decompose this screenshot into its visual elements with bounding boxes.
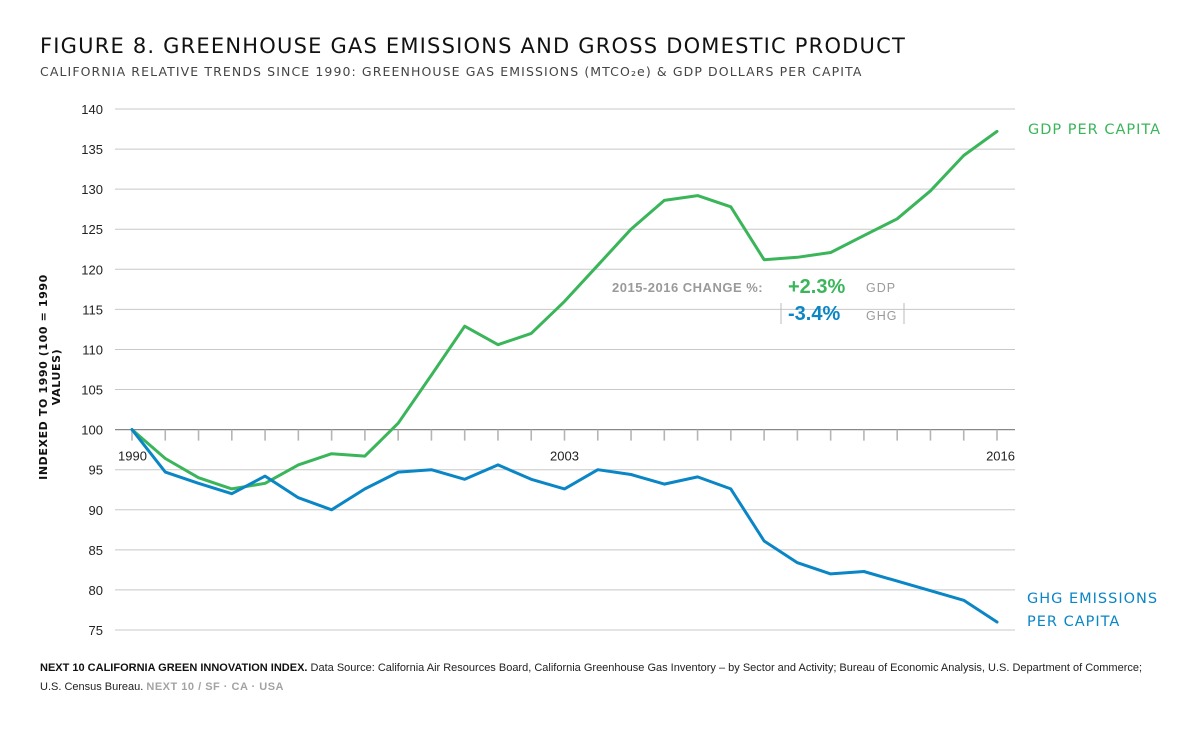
x-tick-label: 1990 xyxy=(118,449,147,464)
y-tick-label: 115 xyxy=(82,302,103,317)
annotation-ghg-tag: GHG xyxy=(866,309,897,323)
y-tick-label: 135 xyxy=(81,142,103,157)
y-tick-label: 100 xyxy=(81,423,103,438)
grid-lines xyxy=(115,108,1015,631)
annotation-gdp-change: +2.3% xyxy=(788,276,845,298)
annotation-gdp-tag: GDP xyxy=(866,281,896,295)
y-tick-label: 120 xyxy=(81,262,103,277)
ghg-series-label-line1: GHG EMISSIONS xyxy=(1027,591,1159,607)
gdp-series-line xyxy=(130,129,999,491)
annotation-ghg-change: -3.4% xyxy=(788,303,840,325)
chart-title: FIGURE 8. GREENHOUSE GAS EMISSIONS AND G… xyxy=(40,34,907,58)
gdp-series-label: GDP PER CAPITA xyxy=(1028,122,1162,138)
footer-brand: NEXT 10 / SF · CA · USA xyxy=(146,681,284,693)
y-tick-label: 110 xyxy=(82,342,103,357)
y-tick-label: 140 xyxy=(81,102,103,117)
ghg-series-label: GHG EMISSIONS PER CAPITA xyxy=(1027,588,1158,634)
y-tick-label: 90 xyxy=(89,503,103,518)
footer-source: Data Source: California Air Resources Bo… xyxy=(40,662,1143,693)
source-footer: NEXT 10 CALIFORNIA GREEN INNOVATION INDE… xyxy=(40,659,1160,697)
x-tick-label: 2016 xyxy=(986,449,1015,464)
footer-lead: NEXT 10 CALIFORNIA GREEN INNOVATION INDE… xyxy=(40,662,308,674)
chart-subtitle: CALIFORNIA RELATIVE TRENDS SINCE 1990: G… xyxy=(40,64,863,79)
y-tick-label: 130 xyxy=(81,182,103,197)
series-lines xyxy=(130,129,999,624)
ghg-series-label-line2: PER CAPITA xyxy=(1027,614,1121,630)
annotation-prefix: 2015-2016 CHANGE %: xyxy=(612,280,763,295)
y-tick-label: 75 xyxy=(89,623,103,638)
ghg-series-line xyxy=(130,428,999,624)
y-tick-label: 125 xyxy=(81,222,103,237)
change-annotation: 2015-2016 CHANGE %: +2.3% GDP -3.4% GHG xyxy=(612,276,905,325)
x-tick-label: 2003 xyxy=(550,449,579,464)
y-tick-label: 105 xyxy=(81,383,103,398)
y-tick-label: 95 xyxy=(89,463,103,478)
x-axis: 1990 2003 2016 xyxy=(115,429,1015,464)
y-tick-label: 85 xyxy=(89,543,103,558)
y-tick-labels: 75 80 85 90 95 100 105 110 115 120 125 130 135 140 xyxy=(81,102,103,638)
y-tick-label: 80 xyxy=(89,583,103,598)
